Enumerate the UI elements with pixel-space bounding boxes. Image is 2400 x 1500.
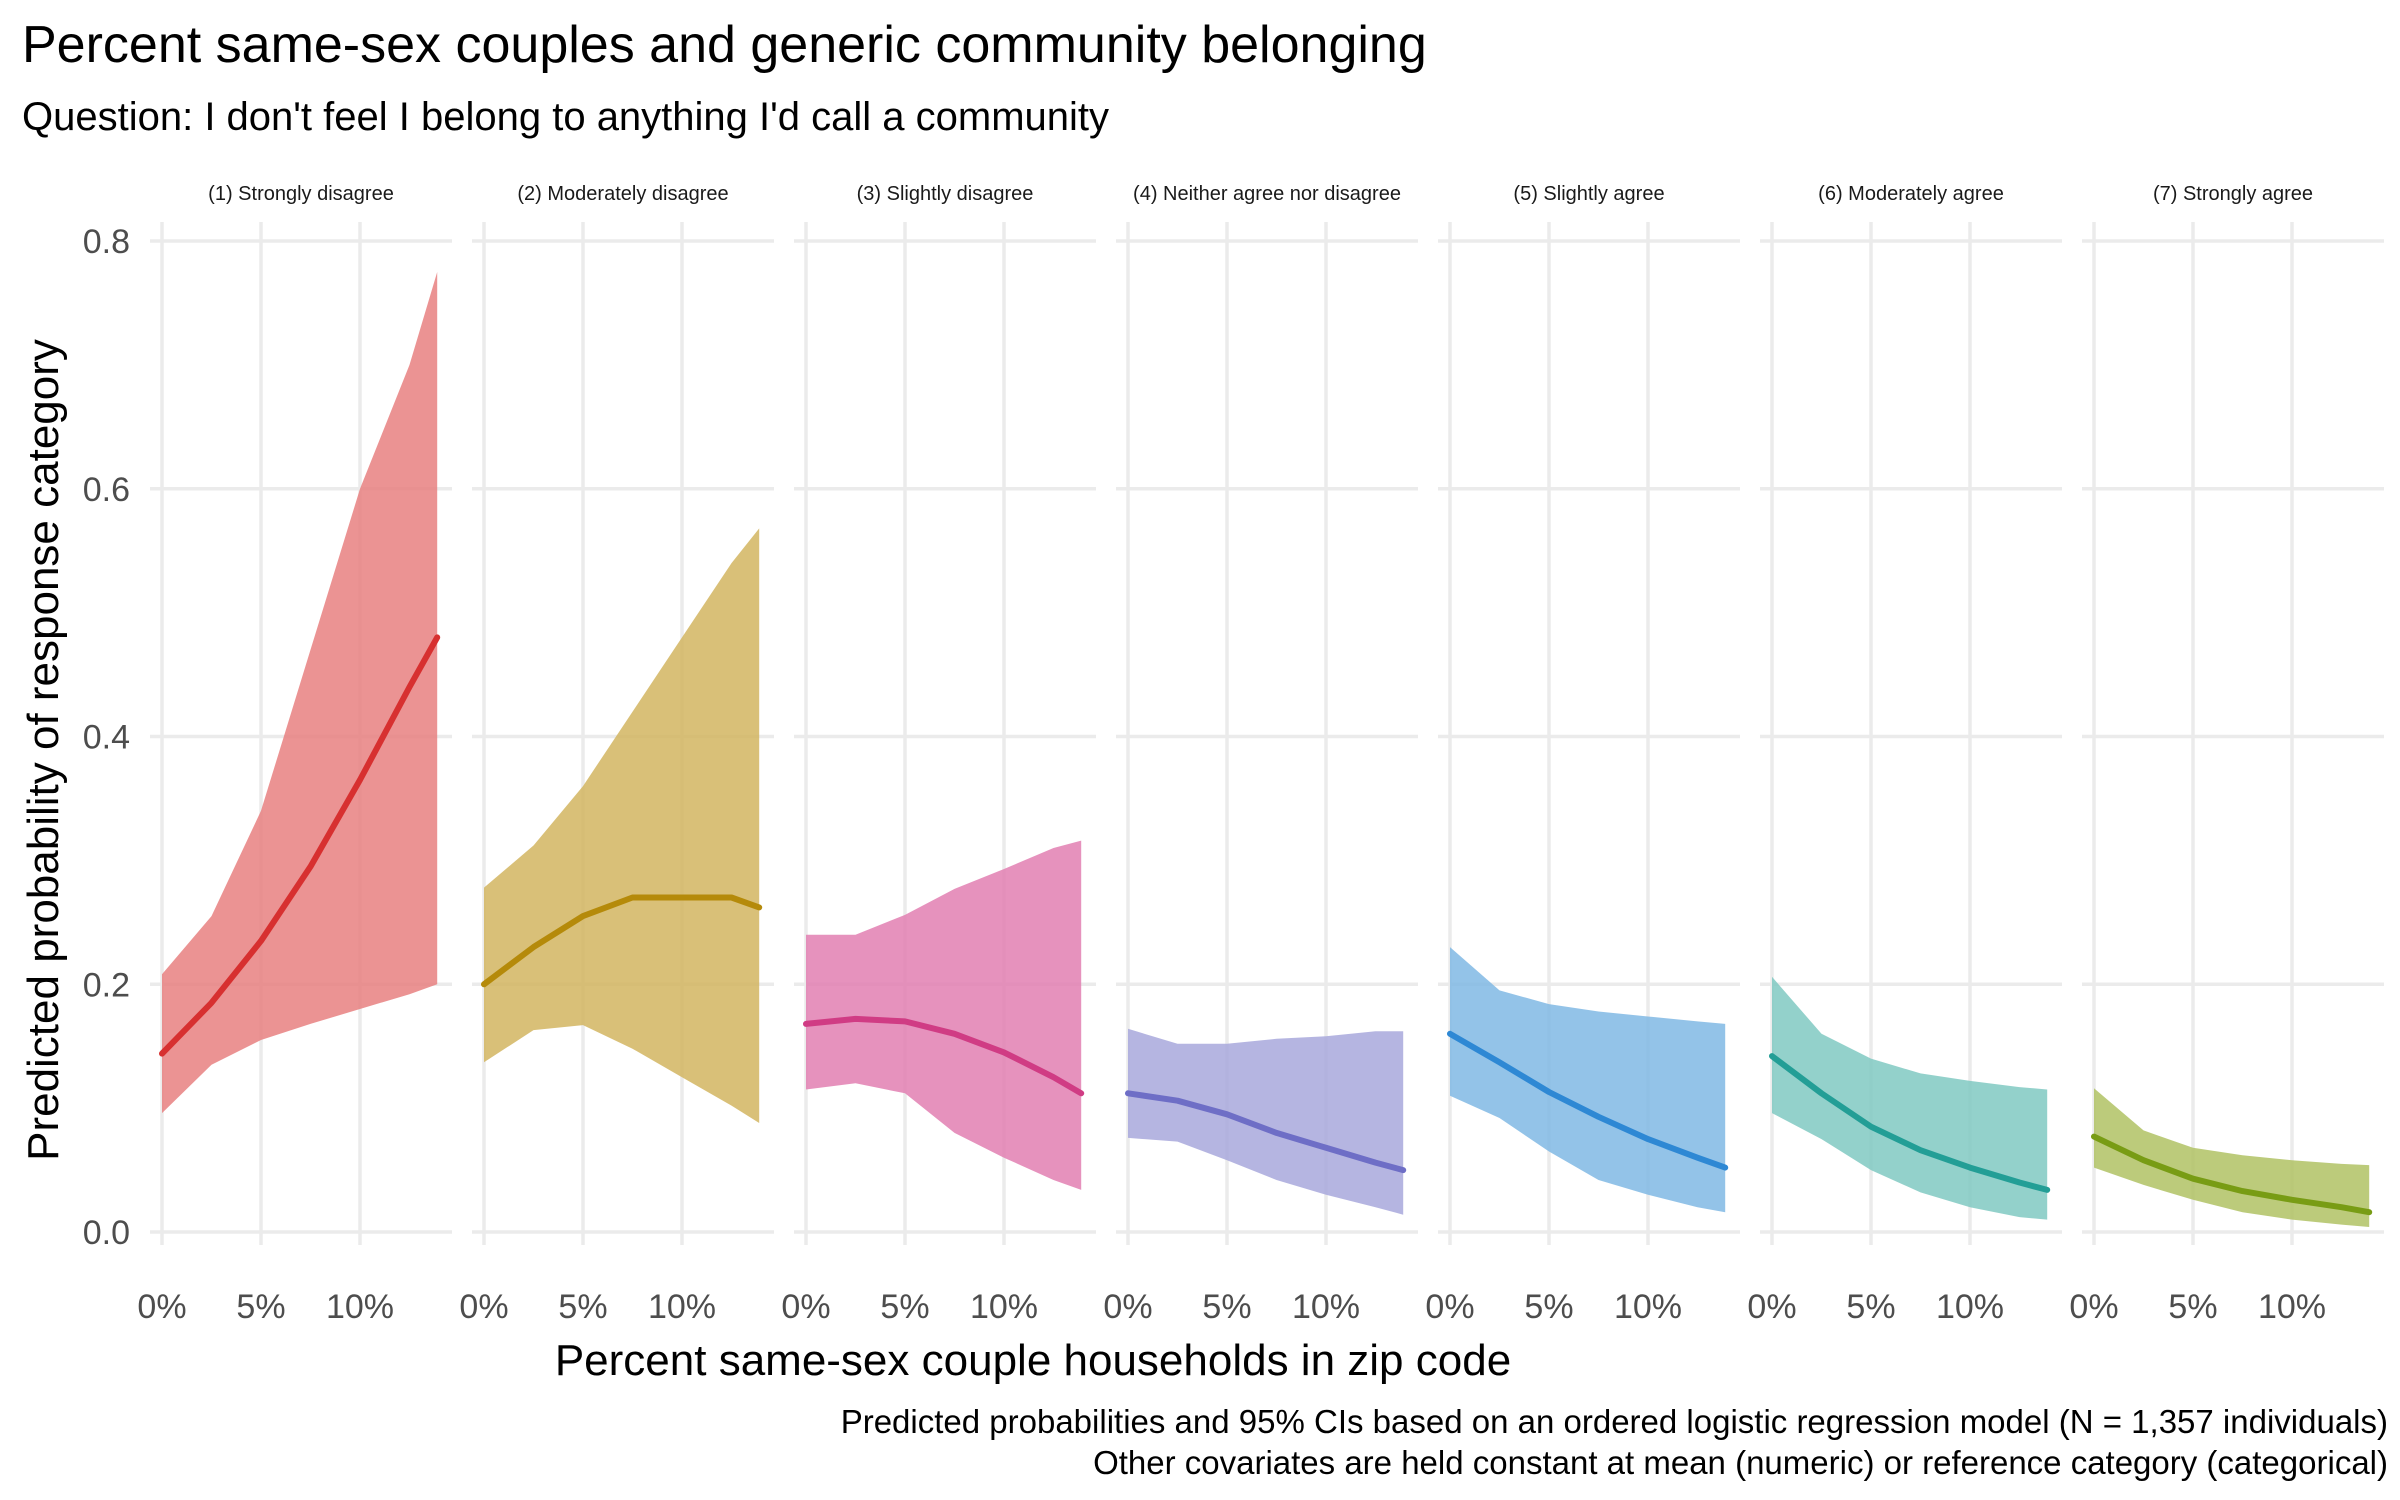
x-axis-title: Percent same-sex couple households in zi… — [555, 1336, 1511, 1385]
ci-ribbon — [2094, 1088, 2370, 1227]
facet-strip-label: (3) Slightly disagree — [857, 183, 1034, 205]
caption-line-1: Predicted probabilities and 95% CIs base… — [841, 1403, 2388, 1440]
ci-ribbon — [162, 272, 438, 1114]
series-line — [1125, 1090, 1407, 1174]
y-tick-label: 0.8 — [83, 223, 130, 261]
x-tick-label: 10% — [1936, 1288, 2004, 1326]
ci-ribbon — [806, 840, 1082, 1190]
facet-panel: (2) Moderately disagree 0% 5% 10% — [459, 183, 774, 1326]
x-tick-label: 10% — [1614, 1288, 1682, 1326]
series-line — [803, 1015, 1085, 1097]
chart-subtitle: Question: I don't feel I belong to anyth… — [22, 95, 1109, 139]
x-tick-label: 0% — [1747, 1288, 1796, 1326]
x-tick-label: 5% — [880, 1288, 929, 1326]
facet-panel: (3) Slightly disagree 0% 5% 10% — [781, 183, 1096, 1326]
series-line — [1447, 1030, 1729, 1171]
facet-panel: (1) Strongly disagree 0% 5% 10% — [137, 183, 452, 1326]
ci-ribbon — [1128, 1028, 1404, 1215]
x-tick-label: 0% — [1103, 1288, 1152, 1326]
x-tick-label: 10% — [970, 1288, 1038, 1326]
series-line — [2091, 1133, 2373, 1216]
x-tick-label: 5% — [1846, 1288, 1895, 1326]
x-tick-label: 0% — [1425, 1288, 1474, 1326]
y-axis: 0.0 0.2 0.4 0.6 0.8 — [83, 223, 130, 1252]
ci-ribbon — [1772, 976, 2048, 1220]
x-tick-label: 10% — [2258, 1288, 2326, 1326]
chart-title: Percent same-sex couples and generic com… — [22, 16, 1427, 74]
x-tick-label: 10% — [1292, 1288, 1360, 1326]
facet-strip-label: (2) Moderately disagree — [517, 183, 728, 205]
series-line — [1769, 1053, 2051, 1193]
facet-panel: (7) Strongly agree 0% 5% 10% — [2069, 183, 2384, 1326]
facet-strip-label: (1) Strongly disagree — [208, 183, 394, 205]
x-tick-label: 5% — [236, 1288, 285, 1326]
y-tick-label: 0.4 — [83, 719, 130, 757]
x-tick-label: 10% — [326, 1288, 394, 1326]
x-tick-label: 10% — [648, 1288, 716, 1326]
x-tick-label: 5% — [1524, 1288, 1573, 1326]
y-axis-title: Predicted probability of response catego… — [19, 339, 68, 1161]
series-line — [481, 894, 763, 988]
facet-panel: (5) Slightly agree 0% 5% 10% — [1425, 183, 1740, 1326]
y-tick-label: 0.6 — [83, 471, 130, 509]
caption-line-2: Other covariates are held constant at me… — [1093, 1444, 2388, 1481]
ci-ribbon — [484, 528, 760, 1123]
facet-panel: (4) Neither agree nor disagree 0% 5% 10% — [1103, 183, 1418, 1326]
facet-strip-label: (6) Moderately agree — [1818, 183, 2004, 205]
facet-strip-label: (4) Neither agree nor disagree — [1133, 183, 1401, 205]
x-tick-label: 0% — [2069, 1288, 2118, 1326]
y-tick-label: 0.0 — [83, 1214, 130, 1252]
ci-ribbon — [1450, 947, 1726, 1213]
x-tick-label: 5% — [1202, 1288, 1251, 1326]
facet-strip-label: (5) Slightly agree — [1513, 183, 1664, 205]
x-tick-label: 0% — [781, 1288, 830, 1326]
x-tick-label: 5% — [2168, 1288, 2217, 1326]
x-tick-label: 5% — [558, 1288, 607, 1326]
facet-strip-label: (7) Strongly agree — [2153, 183, 2313, 205]
x-tick-label: 0% — [137, 1288, 186, 1326]
facet-panel: (6) Moderately agree 0% 5% 10% — [1747, 183, 2062, 1326]
y-tick-label: 0.2 — [83, 966, 130, 1004]
series-line — [159, 634, 441, 1057]
x-tick-label: 0% — [459, 1288, 508, 1326]
